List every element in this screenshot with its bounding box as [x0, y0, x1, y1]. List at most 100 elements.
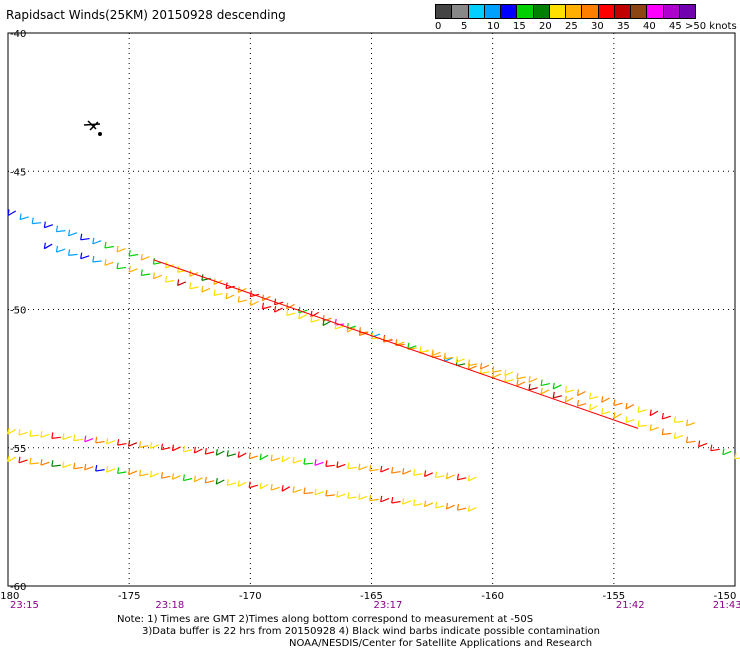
wind-barb-flag: [325, 489, 328, 497]
wind-barb: [380, 497, 390, 503]
wind-barb-flag: [18, 456, 21, 463]
wind-barb: [310, 311, 320, 318]
wind-barb-flag: [62, 433, 65, 440]
time-label: 23:17: [374, 600, 403, 610]
lat-tick-label: -40: [10, 29, 26, 40]
wind-barb: [73, 438, 83, 442]
wind-barb: [51, 464, 61, 467]
legend-label: 10: [487, 21, 500, 32]
wind-barb: [40, 461, 50, 466]
wind-barb: [419, 350, 429, 353]
legend-label: 35: [617, 21, 630, 32]
wind-barb: [358, 465, 368, 471]
wind-barb: [325, 464, 335, 467]
wind-barb-flag: [314, 488, 317, 495]
wind-barbs: [7, 209, 740, 512]
wind-barb: [402, 500, 412, 505]
wind-barb: [80, 237, 90, 241]
wind-barb: [7, 456, 17, 463]
wind-barb: [227, 482, 237, 486]
wind-barb: [322, 320, 332, 326]
wind-barb: [649, 426, 659, 431]
legend-label: 0: [435, 21, 442, 32]
wind-barb: [62, 435, 72, 441]
wind-barb-flag: [391, 466, 394, 474]
wind-barb-flag: [492, 371, 495, 378]
wind-barb: [528, 377, 538, 383]
wind-barb: [104, 261, 114, 266]
wind-barb: [686, 422, 696, 427]
wind-barb: [347, 325, 356, 330]
wind-barb-flag: [31, 217, 34, 224]
wind-barb-flag: [613, 399, 616, 406]
wind-barb: [194, 448, 203, 454]
wind-barb-flag: [310, 310, 313, 317]
legend-label: 5: [461, 21, 468, 32]
wind-barb: [116, 266, 127, 270]
wind-barb-flag: [7, 455, 10, 462]
wind-barb: [347, 466, 357, 470]
wind-barb-flag: [215, 477, 218, 485]
wind-barb-flag: [380, 465, 383, 473]
wind-barb: [402, 470, 412, 475]
legend-unit-label: >50 knots: [685, 21, 737, 32]
wind-barb-flag: [117, 439, 120, 446]
wind-barb: [68, 253, 78, 256]
wind-barb: [380, 468, 390, 473]
wind-barb-flag: [613, 412, 616, 419]
wind-barb-flag: [637, 420, 640, 427]
wind-barb: [391, 470, 401, 474]
wind-barb: [457, 477, 467, 481]
wind-barb-flag: [248, 481, 251, 488]
wind-barb: [259, 483, 269, 490]
lat-tick-label: -55: [10, 444, 26, 455]
wind-barb-flag: [303, 487, 306, 494]
wind-barb: [18, 459, 28, 464]
wind-barb: [325, 494, 335, 497]
wind-barb-flag: [467, 359, 471, 366]
wind-barb-flag: [516, 379, 519, 386]
wind-barb: [413, 503, 423, 507]
wind-barb-flag: [552, 391, 555, 399]
wind-barb-flag: [322, 314, 325, 322]
wind-barb-flag: [358, 329, 361, 336]
wind-barb-flag: [479, 362, 483, 369]
wind-barb-flag: [336, 491, 339, 498]
axis-tick-labels: -180 -175 -170 -165 -160 -155 -150 -40 -45 -50 -55…: [0, 29, 736, 602]
wind-barb-flag: [552, 382, 555, 390]
wind-barb-flag: [249, 299, 252, 306]
wind-barb: [540, 389, 550, 395]
wind-barb-flag: [445, 472, 449, 479]
wind-barb: [383, 338, 393, 343]
wind-barb: [662, 415, 672, 420]
wind-barb: [303, 492, 314, 495]
wind-barb: [589, 396, 599, 400]
wind-barb: [424, 502, 434, 508]
wind-barb: [577, 390, 586, 397]
wind-barb: [446, 504, 455, 510]
wind-barb: [183, 449, 193, 453]
wind-barb-flag: [104, 241, 107, 249]
wind-barb: [336, 463, 346, 469]
wind-barb-flag: [334, 318, 337, 326]
wind-barb: [686, 440, 696, 444]
wind-barb-flag: [237, 451, 240, 458]
wind-barb: [589, 405, 598, 411]
wind-barb-flag: [104, 259, 107, 266]
wind-barb: [172, 475, 181, 480]
wind-barb: [468, 506, 477, 512]
map-title: Rapidsact Winds(25KM) 20150928 descendin…: [6, 8, 286, 22]
wind-barb-flag: [286, 309, 289, 316]
wind-barb: [32, 222, 42, 225]
wind-barb-flag: [177, 279, 180, 286]
wind-barb: [270, 457, 280, 462]
wind-barb: [468, 365, 477, 371]
wind-barb: [292, 489, 302, 493]
wind-barb-flag: [528, 376, 531, 383]
wind-barb-flag: [182, 474, 185, 481]
wind-barb: [213, 292, 223, 297]
wind-barb: [51, 436, 61, 439]
wind-barb-flag: [540, 379, 543, 386]
swath-center-line: [153, 259, 639, 429]
wind-barb: [237, 452, 247, 458]
